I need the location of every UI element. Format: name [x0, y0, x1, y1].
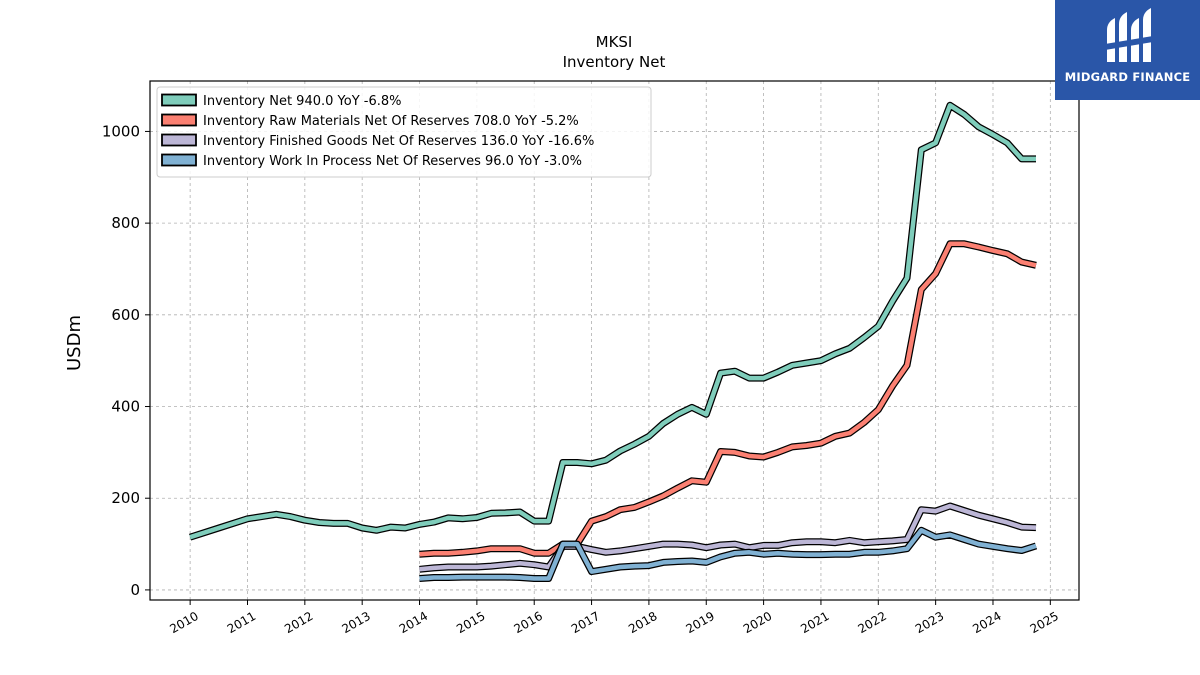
x-tick-label: 2018	[626, 609, 659, 636]
legend-entry: Inventory Finished Goods Net Of Reserves…	[161, 133, 594, 149]
legend-entry: Inventory Raw Materials Net Of Reserves …	[161, 113, 579, 129]
series-line	[419, 502, 1037, 573]
legend-swatch	[161, 133, 197, 147]
legend-swatch	[161, 113, 197, 127]
series-line-stroke	[419, 528, 1037, 581]
series-line	[419, 240, 1037, 558]
series-line	[189, 101, 1036, 541]
y-tick-label: 1000	[102, 122, 140, 140]
series-line	[419, 526, 1038, 582]
legend-label: Inventory Net 940.0 YoY -6.8%	[203, 94, 402, 109]
x-tick-label: 2010	[167, 609, 200, 636]
x-tick-label: 2020	[741, 609, 774, 636]
series-line-stroke	[419, 503, 1037, 572]
legend-box	[156, 86, 652, 178]
logo-text: MIDGARD FINANCE	[1064, 70, 1191, 84]
x-tick-label: 2015	[454, 609, 487, 636]
chart-subtitle: Inventory Net	[563, 53, 666, 71]
legend-label: Inventory Raw Materials Net Of Reserves …	[203, 114, 579, 129]
series-layer	[189, 101, 1038, 582]
y-tick-label: 200	[111, 489, 140, 507]
series-line-stroke	[419, 241, 1037, 557]
x-tick-label: 2024	[970, 609, 1003, 636]
y-tick-label: 400	[111, 398, 140, 416]
x-tick-label: 2013	[339, 609, 372, 636]
x-tick-label: 2016	[511, 609, 544, 636]
legend-entry: Inventory Net 940.0 YoY -6.8%	[161, 93, 402, 109]
x-tick-label: 2022	[856, 609, 889, 636]
x-tick-label: 2011	[225, 609, 258, 636]
legend-swatch	[161, 153, 197, 167]
y-tick-label: 600	[111, 306, 140, 324]
legend: Inventory Net 940.0 YoY -6.8% Inventory R…	[156, 86, 652, 178]
legend-entry: Inventory Work In Process Net Of Reserve…	[161, 153, 582, 169]
x-tick-label: 2025	[1028, 609, 1061, 636]
series-line-stroke	[189, 103, 1036, 540]
legend-swatch	[161, 93, 197, 107]
x-tick-label: 2019	[684, 609, 717, 636]
y-tick-label: 800	[111, 214, 140, 232]
x-tick-label: 2017	[569, 609, 602, 636]
logo-mark-icon	[1105, 8, 1153, 62]
y-axis-label: USDm	[64, 315, 85, 371]
x-tick-label: 2023	[913, 609, 946, 636]
midgard-finance-logo: MIDGARD FINANCE	[1055, 0, 1200, 100]
legend-label: Inventory Work In Process Net Of Reserve…	[203, 154, 582, 169]
x-tick-label: 2021	[798, 609, 831, 636]
y-tick-label: 0	[130, 581, 140, 599]
x-tick-label: 2014	[397, 609, 430, 636]
chart-title: MKSI	[596, 33, 633, 51]
x-tick-label: 2012	[282, 609, 315, 636]
plot-frame	[149, 80, 1080, 601]
legend-label: Inventory Finished Goods Net Of Reserves…	[203, 134, 594, 149]
